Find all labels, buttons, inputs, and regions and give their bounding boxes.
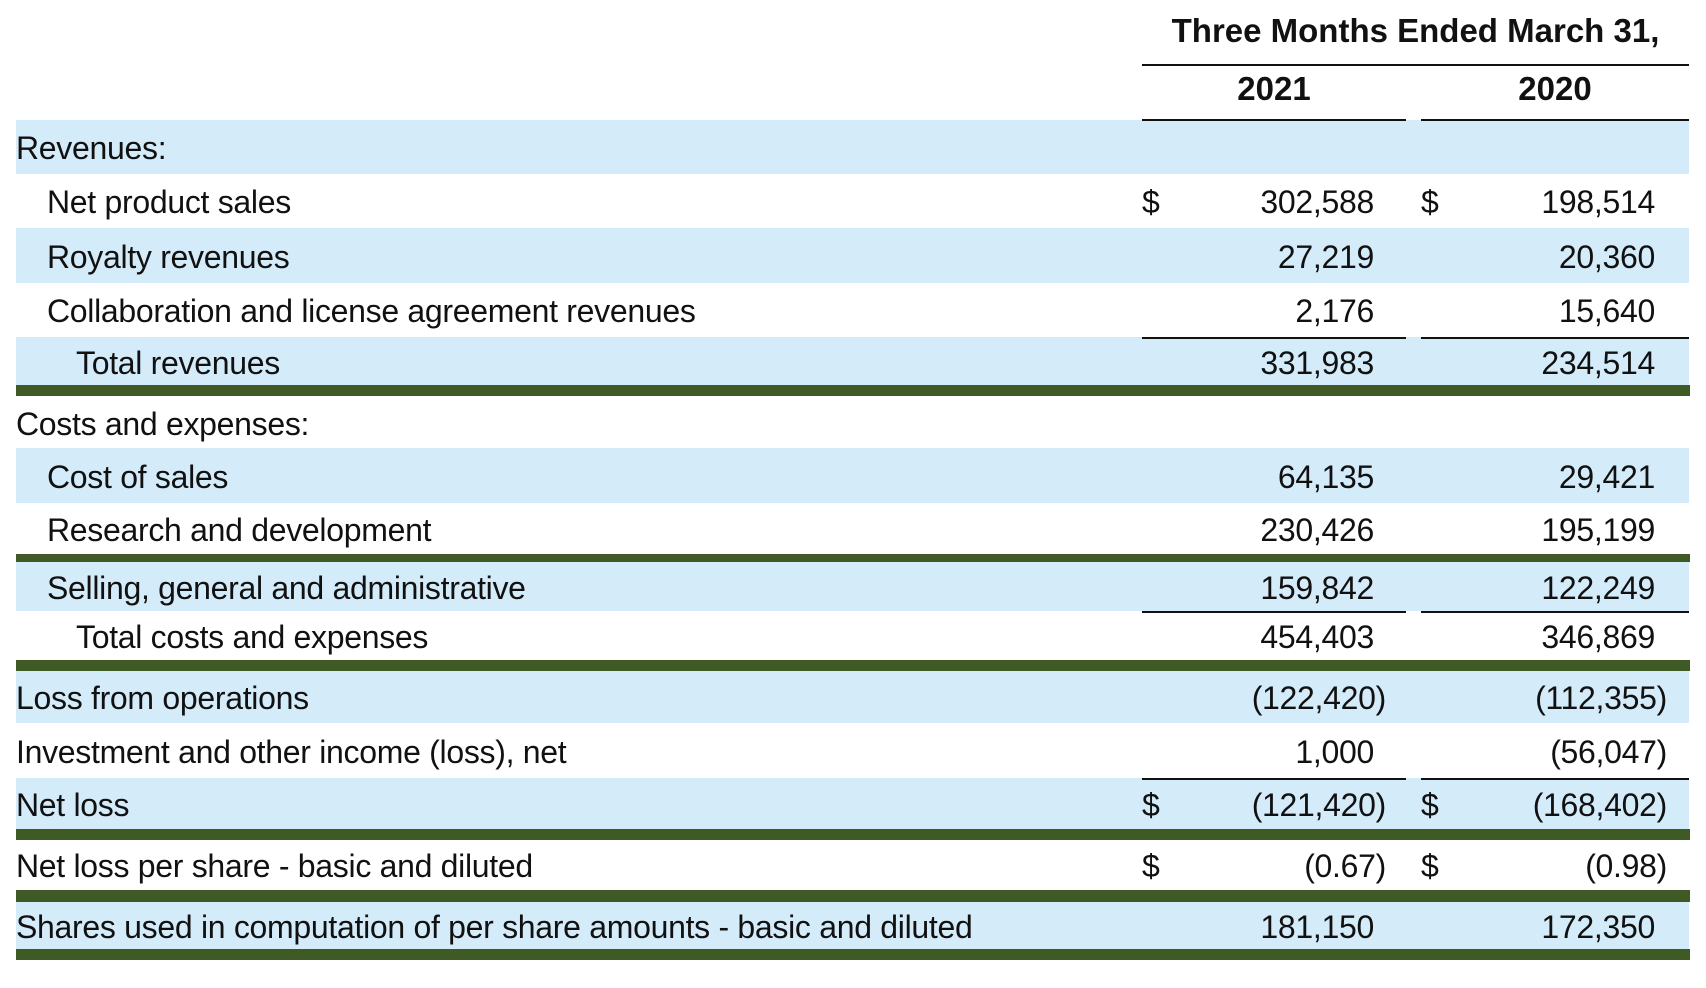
period-header: Three Months Ended March 31, <box>1171 12 1660 49</box>
table-row: Royalty revenues 27,219 20,360 <box>16 228 1689 283</box>
value-2020: 122,249 <box>1541 569 1655 606</box>
row-label: Cost of sales <box>47 458 229 495</box>
row-label: Total revenues <box>76 344 280 381</box>
value-2020: (56,047) <box>1550 733 1667 770</box>
value-2020: 15,640 <box>1558 292 1655 329</box>
value-2020: 198,514 <box>1541 183 1655 220</box>
currency-2021: $ <box>1142 183 1160 220</box>
table-row: Net product sales $302,588 $198,514 <box>16 174 1689 228</box>
subtotal-rule-2021 <box>1142 611 1406 613</box>
value-2020: (168,402) <box>1532 786 1668 823</box>
value-2021: 27,219 <box>1277 238 1374 275</box>
table-row: Selling, general and administrative 159,8… <box>16 562 1689 611</box>
table-row: Total costs and expenses 454,403 346,869 <box>16 611 1689 661</box>
value-2021: (0.67) <box>1304 847 1386 884</box>
row-label: Research and development <box>47 511 432 548</box>
year-rule-2020 <box>1421 119 1689 121</box>
row-label: Loss from operations <box>16 679 309 716</box>
value-2020: 20,360 <box>1558 238 1655 275</box>
row-label: Net loss per share - basic and diluted <box>16 847 533 884</box>
currency-2021: $ <box>1142 786 1160 823</box>
row-label: Shares used in computation of per share … <box>16 908 973 945</box>
value-2021: (121,420) <box>1251 786 1387 823</box>
row-label: Revenues: <box>16 129 167 166</box>
highlight-rule <box>16 660 1690 671</box>
currency-2020: $ <box>1421 786 1439 823</box>
table-row: Net loss $ (121,420) $ (168,402) <box>16 778 1689 829</box>
table-row: Collaboration and license agreement reve… <box>16 283 1689 337</box>
row-label: Total costs and expenses <box>76 618 429 655</box>
table-row: Net loss per share - basic and diluted $ (… <box>16 840 1689 890</box>
row-label: Selling, general and administrative <box>47 569 526 606</box>
value-2021: 159,842 <box>1260 569 1374 606</box>
value-2020: 195,199 <box>1541 511 1655 548</box>
table-row: Costs and expenses: <box>16 397 1689 448</box>
highlight-rule <box>16 890 1690 902</box>
year-rule-2021 <box>1142 119 1406 121</box>
year-header-2021: 2021 <box>1237 70 1311 107</box>
highlight-rule <box>16 949 1690 960</box>
currency-2020: $ <box>1421 847 1439 884</box>
value-2020: 234,514 <box>1541 344 1655 381</box>
value-2021: (122,420) <box>1251 679 1387 716</box>
row-label: Investment and other income (loss), net <box>16 733 567 770</box>
subtotal-rule-2021 <box>1142 778 1406 780</box>
value-2021: 454,403 <box>1260 618 1374 655</box>
row-label: Costs and expenses: <box>16 405 310 442</box>
value-2021: 181,150 <box>1260 908 1374 945</box>
value-2020: (0.98) <box>1585 847 1667 884</box>
value-2020: 29,421 <box>1558 458 1655 495</box>
value-2021: 1,000 <box>1295 733 1374 770</box>
subtotal-rule-2021 <box>1142 337 1406 339</box>
value-2020: (112,355) <box>1535 679 1667 716</box>
value-2021: 64,135 <box>1277 458 1374 495</box>
header-rule <box>1142 64 1689 66</box>
table-row: Investment and other income (loss), net 1… <box>16 723 1689 778</box>
currency-2020: $ <box>1421 183 1439 220</box>
value-2021: 302,588 <box>1260 183 1374 220</box>
table-row: Cost of sales 64,135 29,421 <box>16 448 1689 503</box>
subtotal-rule-2020 <box>1421 337 1689 339</box>
value-2020: 346,869 <box>1541 618 1655 655</box>
year-header-2020: 2020 <box>1518 70 1592 107</box>
row-label: Collaboration and license agreement reve… <box>47 292 696 329</box>
subtotal-rule-2020 <box>1421 778 1689 780</box>
value-2021: 331,983 <box>1260 344 1374 381</box>
value-2020: 172,350 <box>1541 908 1655 945</box>
row-label: Net loss <box>16 786 130 823</box>
subtotal-rule-2020 <box>1421 611 1689 613</box>
table-row: Research and development 230,426 195,199 <box>16 503 1689 555</box>
highlight-rule <box>16 554 1690 562</box>
row-label: Royalty revenues <box>47 238 290 275</box>
row-label: Net product sales <box>47 183 291 220</box>
value-2021: 2,176 <box>1295 292 1374 329</box>
value-2021: 230,426 <box>1260 511 1374 548</box>
table-row: Loss from operations (122,420) (112,355) <box>16 671 1689 723</box>
highlight-rule <box>16 385 1690 396</box>
highlight-rule <box>16 829 1690 840</box>
table-row: Shares used in computation of per share … <box>16 902 1689 949</box>
table-row: Total revenues 331,983 234,514 <box>16 337 1689 386</box>
currency-2021: $ <box>1142 847 1160 884</box>
table-row: Revenues: <box>16 120 1689 174</box>
